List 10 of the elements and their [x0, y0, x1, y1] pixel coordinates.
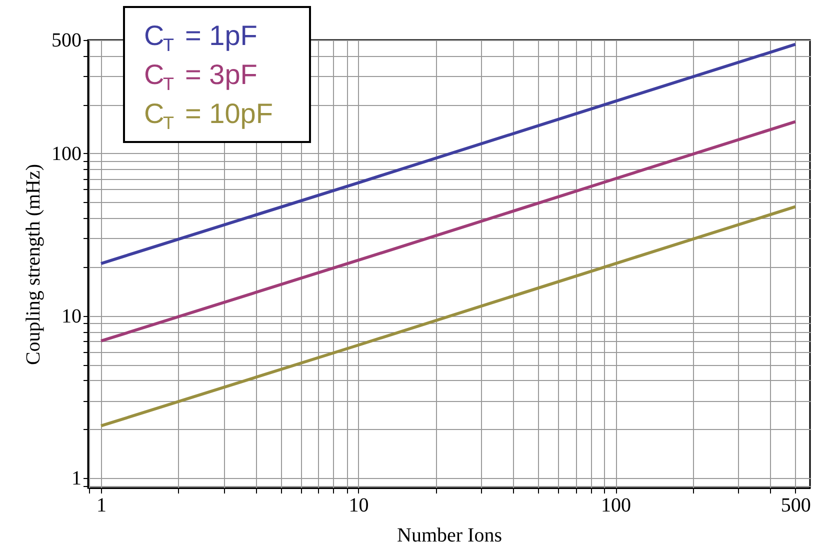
x-tick-label: 10: [348, 494, 369, 516]
x-tick-label: 500: [780, 494, 811, 516]
x-axis-title: Number Ions: [397, 524, 502, 546]
x-tick-label: 1: [96, 494, 107, 516]
y-axis-title: Coupling strength (mHz): [22, 164, 44, 366]
y-tick-label: 10: [62, 305, 82, 328]
y-tick-label: 1: [72, 468, 82, 490]
x-tick-label: 100: [601, 494, 632, 516]
y-tick-label: 100: [52, 142, 82, 165]
y-tick-label: 500: [52, 30, 82, 52]
